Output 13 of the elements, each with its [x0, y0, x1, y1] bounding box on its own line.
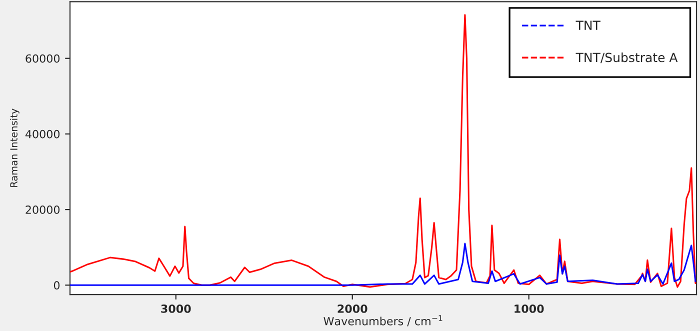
- y-axis-title: Raman Intensity: [10, 108, 20, 187]
- line-series: [70, 242, 696, 286]
- y-tick-label: 20000: [26, 206, 60, 214]
- x-axis-title: Wavenumbers / cm$^{−1}$: [324, 315, 442, 326]
- y-tick-label: 0: [54, 281, 60, 290]
- y-tick-label: 40000: [25, 130, 60, 138]
- line-series: [70, 14, 696, 288]
- x-tick-label: 2000: [338, 304, 368, 313]
- legend-label: TNT: [576, 20, 600, 30]
- legend-label: TNT/Substrate A: [576, 52, 678, 64]
- x-tick-label: 3000: [161, 304, 191, 313]
- x-tick-label: 1000: [514, 304, 544, 313]
- y-tick-label: 60000: [26, 54, 60, 63]
